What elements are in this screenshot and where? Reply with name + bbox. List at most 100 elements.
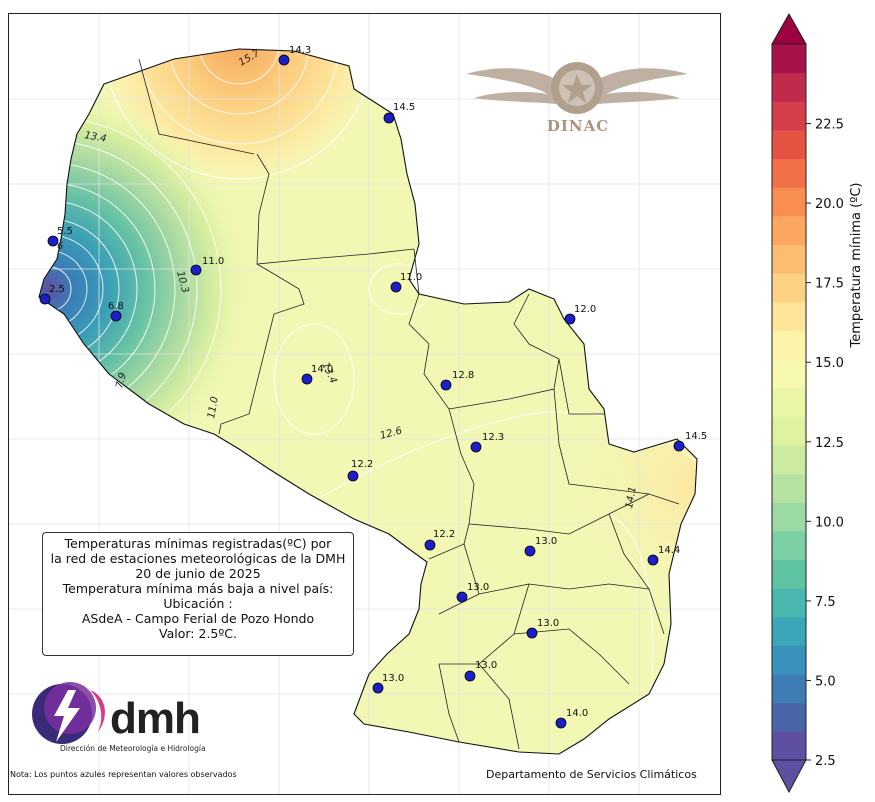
station-value-label: 13.0 bbox=[382, 673, 404, 684]
isotherm-label: 6 bbox=[57, 241, 63, 252]
station-value-label: 14.3 bbox=[289, 45, 311, 56]
station-value-label: 11.0 bbox=[400, 272, 422, 283]
colorbar-tick-label: 15.0 bbox=[815, 356, 844, 371]
station-value-label: 13.0 bbox=[475, 660, 497, 671]
colorbar-tick-label: 10.0 bbox=[815, 515, 844, 530]
station-marker bbox=[39, 293, 51, 305]
colorbar-band bbox=[772, 330, 806, 360]
station-marker bbox=[372, 682, 384, 694]
dmh-wordmark: dmh bbox=[110, 694, 201, 743]
colorbar-title: Temperatura mínima (ºC) bbox=[849, 183, 864, 349]
colorbar-band bbox=[772, 44, 806, 74]
station-value-label: 14.5 bbox=[393, 102, 415, 113]
station-marker bbox=[524, 545, 536, 557]
station-marker bbox=[440, 379, 452, 391]
colorbar-band bbox=[772, 387, 806, 417]
colorbar: 2.5 5.0 7.5 10.0 12.5 15.0 17.5 20.0 22.5 Temper… bbox=[771, 12, 864, 794]
info-line: Valor: 2.5ºC. bbox=[159, 626, 237, 641]
colorbar-band bbox=[772, 502, 806, 532]
station-value-label: 13.0 bbox=[535, 536, 557, 547]
colorbar-band bbox=[772, 702, 806, 732]
station-marker bbox=[110, 310, 122, 322]
colorbar-bands bbox=[771, 12, 807, 794]
colorbar-band bbox=[772, 187, 806, 217]
colorbar-band bbox=[772, 616, 806, 646]
colorbar-band bbox=[772, 416, 806, 446]
colorbar-band bbox=[772, 359, 806, 389]
station-value-label: 6.8 bbox=[108, 301, 124, 312]
station-marker bbox=[301, 373, 313, 385]
colorbar-band bbox=[772, 530, 806, 561]
dinac-logo bbox=[466, 62, 688, 114]
station-value-label: 2.5 bbox=[49, 284, 65, 295]
station-marker bbox=[526, 627, 538, 639]
colorbar-band bbox=[772, 731, 806, 761]
dmh-logo bbox=[32, 682, 105, 744]
colorbar-tick-label: 12.5 bbox=[815, 436, 844, 451]
station-marker bbox=[347, 470, 359, 482]
station-marker bbox=[190, 264, 202, 276]
station-marker bbox=[47, 235, 59, 247]
colorbar-band bbox=[772, 129, 806, 160]
footnote: Nota: Los puntos azules representan valo… bbox=[10, 770, 237, 779]
colorbar-outline bbox=[771, 43, 807, 761]
station-markers: 14.3 14.5 5.5 2.5 11.0 6.8 11.0 12.0 14.0 12.8 12.… bbox=[39, 45, 707, 729]
colorbar-band bbox=[772, 674, 806, 704]
department-credit: Departamento de Servicios Climáticos bbox=[486, 768, 697, 781]
info-box: Temperaturas mínimas registradas(ºC) por… bbox=[42, 532, 354, 656]
station-value-label: 12.2 bbox=[433, 529, 455, 540]
info-line: la red de estaciones meteorológicas de l… bbox=[50, 551, 346, 566]
dinac-wordmark: DINAC bbox=[546, 117, 610, 135]
colorbar-tick-label: 2.5 bbox=[815, 754, 836, 769]
isotherm-label: 13.4 bbox=[83, 130, 107, 145]
station-value-label: 5.5 bbox=[57, 226, 73, 237]
colorbar-band bbox=[772, 72, 806, 102]
isotherm-label: 7.9 bbox=[114, 372, 129, 390]
station-marker bbox=[456, 591, 468, 603]
colorbar-ticks: 2.5 5.0 7.5 10.0 12.5 15.0 17.5 20.0 22.5 bbox=[806, 118, 844, 769]
colorbar-max-extension bbox=[771, 12, 807, 45]
colorbar-band bbox=[772, 588, 806, 618]
department-borders bbox=[138, 58, 680, 750]
country-border bbox=[38, 48, 698, 755]
station-value-label: 14.0 bbox=[311, 364, 333, 375]
station-value-label: 14.5 bbox=[685, 431, 707, 442]
colorbar-band bbox=[772, 244, 806, 274]
isotherm-label: 14.1 bbox=[624, 486, 639, 510]
station-value-label: 14.0 bbox=[566, 708, 588, 719]
colorbar-tick-label: 17.5 bbox=[815, 277, 844, 292]
station-marker bbox=[555, 717, 567, 729]
colorbar-band bbox=[772, 473, 806, 503]
colorbar-tick-label: 20.0 bbox=[815, 197, 844, 212]
station-marker bbox=[470, 441, 482, 453]
station-marker bbox=[383, 112, 395, 124]
info-line: ASdeA - Campo Ferial de Pozo Hondo bbox=[81, 611, 315, 626]
colorbar-tick-label: 7.5 bbox=[815, 595, 836, 610]
station-marker bbox=[464, 670, 476, 682]
station-marker bbox=[647, 554, 659, 566]
dmh-subtitle: Dirección de Meteorología e Hidrología bbox=[60, 744, 206, 753]
info-line: Temperaturas mínimas registradas(ºC) por bbox=[64, 536, 332, 551]
colorbar-tick-label: 5.0 bbox=[815, 674, 836, 689]
station-value-label: 12.8 bbox=[452, 370, 474, 381]
colorbar-band bbox=[772, 158, 806, 188]
station-marker bbox=[390, 281, 402, 293]
info-line: Ubicación : bbox=[163, 596, 233, 611]
station-value-label: 14.4 bbox=[658, 545, 680, 556]
station-marker bbox=[424, 539, 436, 551]
colorbar-band bbox=[772, 559, 806, 589]
colorbar-band bbox=[772, 645, 806, 675]
colorbar-min-extension bbox=[771, 759, 807, 794]
colorbar-band bbox=[772, 101, 806, 131]
info-line: Temperatura mínima más baja a nivel país… bbox=[62, 581, 334, 596]
colorbar-tick-label: 22.5 bbox=[815, 118, 844, 133]
colorbar-band bbox=[772, 444, 806, 475]
station-value-label: 12.0 bbox=[574, 304, 596, 315]
info-line: 20 de junio de 2025 bbox=[135, 566, 261, 581]
station-marker bbox=[564, 313, 576, 325]
isotherm-label: 11.0 bbox=[206, 396, 221, 420]
station-value-label: 13.0 bbox=[467, 582, 489, 593]
station-value-label: 12.2 bbox=[351, 459, 373, 470]
station-marker bbox=[673, 440, 685, 452]
colorbar-band bbox=[772, 215, 806, 245]
